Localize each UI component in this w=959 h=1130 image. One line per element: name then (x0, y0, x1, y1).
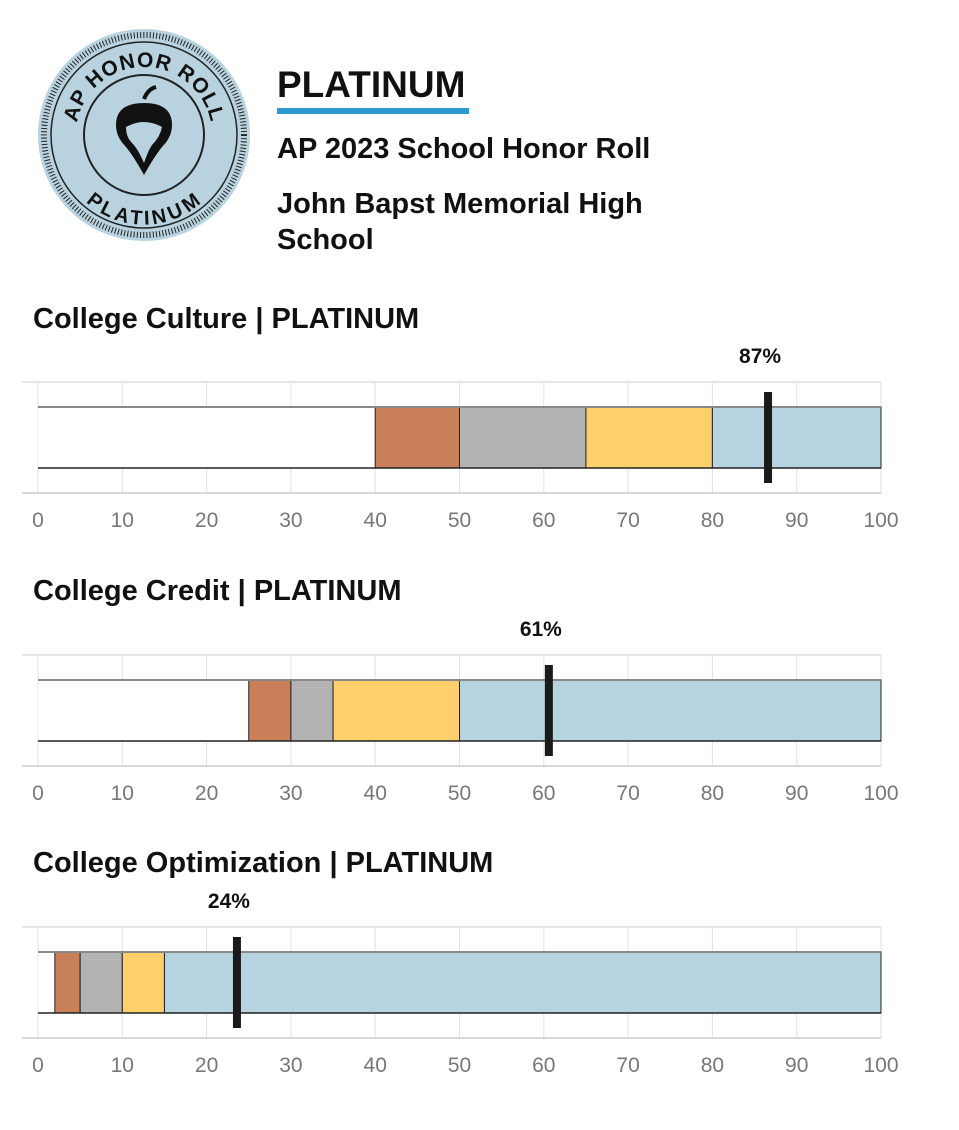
tick-label: 40 (364, 782, 387, 805)
tick-label: 0 (32, 1054, 44, 1077)
tick-label: 40 (364, 509, 387, 532)
chart-title-culture: College Culture | PLATINUM (33, 303, 420, 335)
tick-label: 60 (532, 782, 555, 805)
tick-label: 60 (532, 1054, 555, 1077)
segment-gold (585, 406, 713, 469)
tick-label: 90 (785, 509, 808, 532)
tick-label: 0 (32, 782, 44, 805)
score-label: 24% (208, 890, 250, 913)
segment-gold (332, 679, 460, 742)
tick-label: 90 (785, 782, 808, 805)
segment-bronze (248, 679, 292, 742)
tick-label: 40 (364, 1054, 387, 1077)
score-marker (232, 937, 241, 1028)
segment-platinum (711, 406, 882, 469)
chart-college-culture: 0 10 20 30 40 50 60 70 80 90 100 87% (22, 345, 899, 532)
tick-label: 80 (701, 509, 724, 532)
segment-platinum (459, 679, 882, 742)
segment-platinum (163, 951, 882, 1014)
tick-label: 80 (701, 1054, 724, 1077)
ap-honor-roll-badge-logo: AP HONOR ROLL PLATINUM (38, 29, 250, 241)
tick-label: 50 (448, 1054, 471, 1077)
score-label: 87% (739, 345, 781, 368)
segment-bronze (54, 951, 81, 1014)
segment-silver (459, 406, 587, 469)
acorn-icon (116, 85, 172, 175)
chart-title-credit: College Credit | PLATINUM (33, 575, 402, 607)
tick-label: 90 (785, 1054, 808, 1077)
tick-label: 20 (195, 509, 218, 532)
tick-label: 100 (863, 1054, 898, 1077)
segment-gold (121, 951, 165, 1014)
score-marker (544, 665, 553, 756)
tick-label: 70 (616, 782, 639, 805)
tick-label: 100 (863, 782, 898, 805)
tick-label: 0 (32, 509, 44, 532)
score-label: 61% (520, 618, 562, 641)
tick-label: 60 (532, 509, 555, 532)
tick-label: 50 (448, 509, 471, 532)
tick-label: 70 (616, 1054, 639, 1077)
tick-label: 20 (195, 782, 218, 805)
chart-college-optimization: 0 10 20 30 40 50 60 70 80 90 100 24% (22, 890, 899, 1077)
tier-underline (277, 108, 469, 114)
honor-roll-subtitle: AP 2023 School Honor Roll (277, 133, 651, 165)
tick-label: 70 (616, 509, 639, 532)
score-marker (764, 392, 773, 483)
tick-label: 10 (111, 509, 134, 532)
tick-label: 100 (863, 509, 898, 532)
segment-bronze (374, 406, 461, 469)
tick-label: 10 (111, 782, 134, 805)
school-name: John Bapst Memorial High School (277, 188, 643, 256)
tick-label: 30 (279, 782, 302, 805)
tick-label: 30 (279, 1054, 302, 1077)
tick-label: 80 (701, 782, 724, 805)
tick-label: 50 (448, 782, 471, 805)
tier-heading: PLATINUM (277, 64, 466, 105)
segment-silver (290, 679, 334, 742)
tick-label: 20 (195, 1054, 218, 1077)
chart-college-credit: 0 10 20 30 40 50 60 70 80 90 100 61% (22, 618, 899, 805)
chart-title-optimization: College Optimization | PLATINUM (33, 847, 494, 879)
tick-label: 30 (279, 509, 302, 532)
segment-silver (79, 951, 123, 1014)
tick-label: 10 (111, 1054, 134, 1077)
